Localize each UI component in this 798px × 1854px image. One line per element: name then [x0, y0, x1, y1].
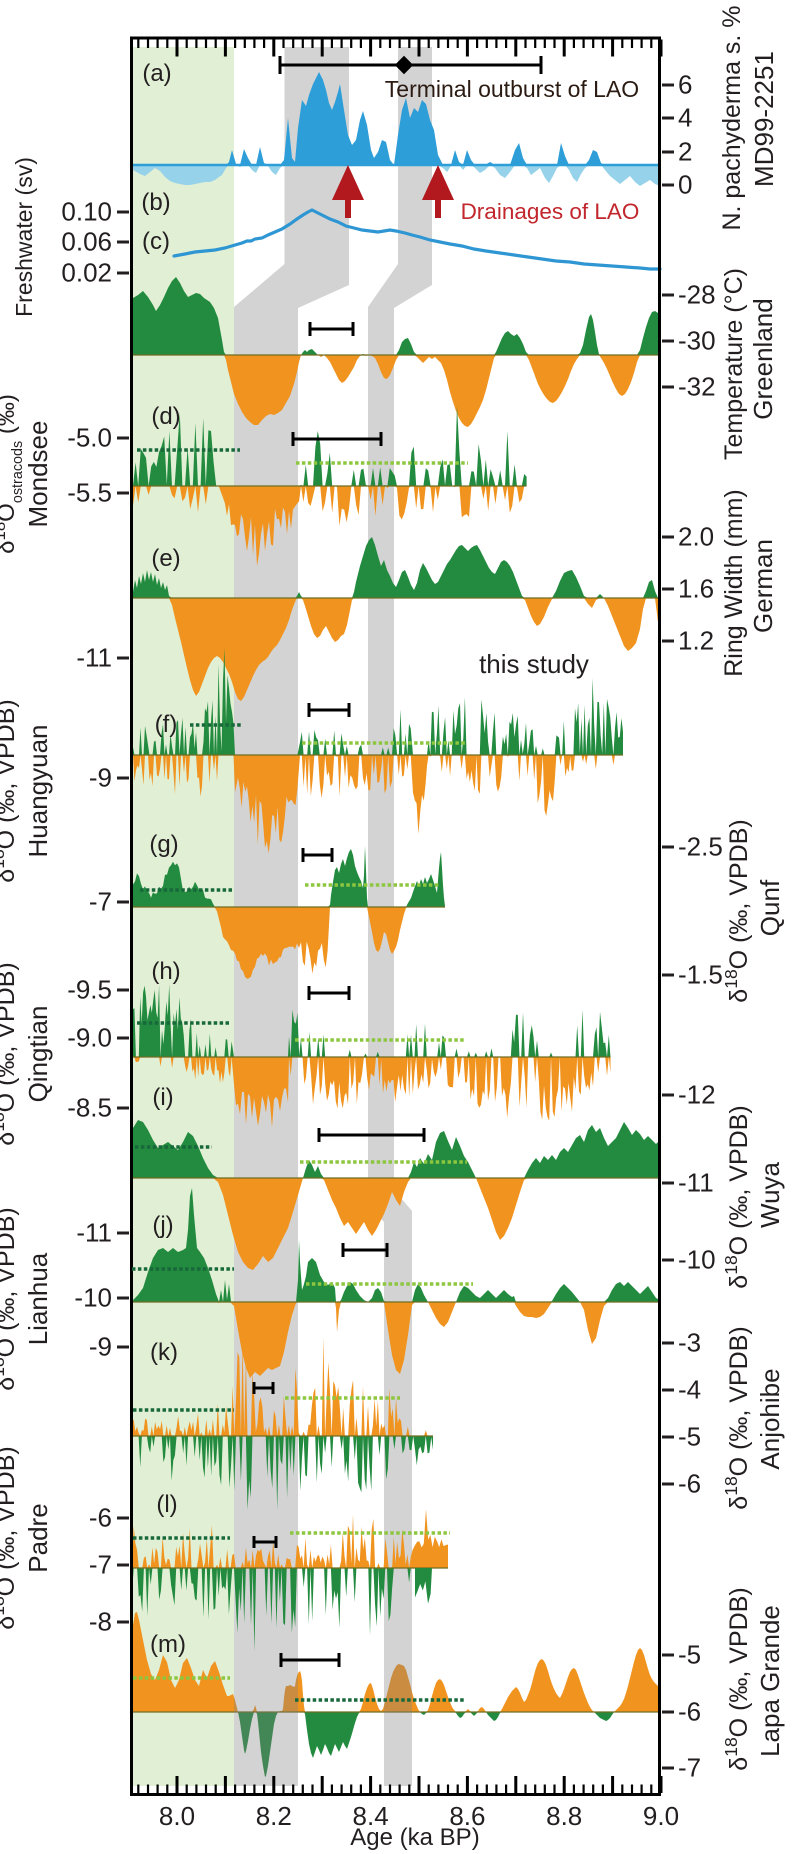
svg-text:8.8: 8.8: [546, 1801, 582, 1831]
svg-text:Lianhua: Lianhua: [23, 1252, 53, 1345]
svg-text:(m): (m): [150, 1631, 186, 1658]
svg-text:Drainages of LAO: Drainages of LAO: [461, 199, 640, 224]
svg-text:Qunf: Qunf: [755, 879, 785, 936]
svg-text:(k): (k): [150, 1339, 178, 1366]
svg-text:2: 2: [678, 137, 692, 167]
svg-text:-9.0: -9.0: [67, 1023, 112, 1053]
svg-text:Qingtian: Qingtian: [23, 1006, 53, 1103]
svg-text:Age (ka BP): Age (ka BP): [350, 1824, 479, 1851]
svg-text:(l): (l): [156, 1491, 177, 1518]
svg-text:(f): (f): [155, 711, 178, 738]
svg-text:9.0: 9.0: [643, 1801, 679, 1831]
svg-text:4: 4: [678, 103, 692, 133]
svg-text:0.06: 0.06: [61, 227, 112, 257]
svg-text:8.4: 8.4: [353, 1801, 389, 1831]
svg-text:δ18O (‰, VPDB): δ18O (‰, VPDB): [721, 1326, 753, 1509]
svg-text:MD99-2251: MD99-2251: [749, 51, 779, 187]
svg-text:8.0: 8.0: [159, 1801, 195, 1831]
svg-text:δ18O (‰, VPDB): δ18O (‰, VPDB): [721, 819, 753, 1002]
svg-text:Huangyuan: Huangyuan: [23, 725, 53, 858]
svg-text:-3: -3: [678, 1328, 701, 1358]
svg-text:-7: -7: [678, 1753, 701, 1783]
svg-text:-7: -7: [89, 887, 112, 917]
svg-text:0.02: 0.02: [61, 258, 112, 288]
svg-text:δ18O (‰, VPDB): δ18O (‰, VPDB): [721, 1587, 753, 1770]
svg-text:1.6: 1.6: [678, 574, 714, 604]
svg-text:-5: -5: [678, 1640, 701, 1670]
svg-text:δ18O (‰, VPDB): δ18O (‰, VPDB): [721, 1105, 753, 1288]
svg-text:Greenland: Greenland: [748, 298, 778, 419]
svg-text:0.10: 0.10: [61, 197, 112, 227]
svg-text:-9: -9: [89, 763, 112, 793]
svg-text:2.0: 2.0: [678, 522, 714, 552]
svg-text:-5.5: -5.5: [67, 478, 112, 508]
svg-text:-8.5: -8.5: [67, 1093, 112, 1123]
svg-text:Mondsee: Mondsee: [23, 421, 53, 528]
svg-text:δ18O (‰, VPDB): δ18O (‰, VPDB): [0, 699, 20, 882]
svg-text:Anjohibe: Anjohibe: [755, 1368, 785, 1469]
svg-text:δ18O (‰, VPDB): δ18O (‰, VPDB): [0, 1207, 20, 1390]
svg-text:Temperature (°C): Temperature (°C): [720, 268, 748, 460]
svg-text:-28: -28: [678, 280, 716, 310]
svg-text:-4: -4: [678, 1375, 701, 1405]
svg-text:6: 6: [678, 70, 692, 100]
svg-text:Wuya: Wuya: [755, 1161, 785, 1228]
svg-text:-1.5: -1.5: [678, 960, 723, 990]
svg-text:-12: -12: [678, 1080, 716, 1110]
svg-text:-11: -11: [76, 643, 112, 673]
svg-text:Terminal outburst of LAO: Terminal outburst of LAO: [385, 76, 639, 102]
svg-text:8.2: 8.2: [256, 1801, 292, 1831]
svg-text:this study: this study: [479, 649, 589, 679]
svg-text:(e): (e): [151, 545, 180, 572]
svg-text:-9.5: -9.5: [67, 975, 112, 1005]
svg-text:-30: -30: [678, 326, 716, 356]
svg-text:δ18O (‰, VPDB): δ18O (‰, VPDB): [0, 1446, 20, 1629]
svg-text:-8: -8: [89, 1607, 112, 1637]
svg-text:-11: -11: [678, 1168, 714, 1198]
svg-text:-10: -10: [74, 1283, 112, 1313]
svg-text:(g): (g): [149, 831, 178, 858]
svg-text:-6: -6: [89, 1503, 112, 1533]
svg-text:-6: -6: [678, 1697, 701, 1727]
svg-text:Padre: Padre: [23, 1503, 53, 1572]
svg-text:(a): (a): [142, 60, 171, 87]
svg-text:German: German: [748, 539, 778, 633]
svg-text:8.6: 8.6: [449, 1801, 485, 1831]
svg-text:-10: -10: [678, 1245, 716, 1275]
svg-text:-9: -9: [89, 1332, 112, 1362]
svg-text:(d): (d): [151, 403, 180, 430]
svg-text:-2.5: -2.5: [678, 832, 723, 862]
svg-text:-5.0: -5.0: [67, 423, 112, 453]
svg-text:-5: -5: [678, 1422, 701, 1452]
svg-text:Freshwater (sv): Freshwater (sv): [11, 157, 37, 317]
svg-text:-7: -7: [89, 1550, 112, 1580]
svg-text:(b): (b): [141, 189, 170, 216]
svg-text:(j): (j): [152, 1212, 173, 1239]
svg-text:-11: -11: [76, 1218, 112, 1248]
svg-text:(c): (c): [142, 228, 170, 255]
svg-text:Ring Width (mm): Ring Width (mm): [720, 489, 748, 677]
svg-text:N. pachyderma s. %: N. pachyderma s. %: [718, 5, 746, 230]
svg-text:0: 0: [678, 170, 692, 200]
svg-text:-32: -32: [678, 372, 716, 402]
svg-text:(i): (i): [152, 1084, 173, 1111]
svg-text:(h): (h): [151, 958, 180, 985]
svg-text:δ18O (‰, VPDB): δ18O (‰, VPDB): [0, 962, 20, 1145]
svg-text:-6: -6: [678, 1469, 701, 1499]
svg-text:1.2: 1.2: [678, 626, 714, 656]
svg-text:Lapa Grande: Lapa Grande: [755, 1605, 785, 1757]
